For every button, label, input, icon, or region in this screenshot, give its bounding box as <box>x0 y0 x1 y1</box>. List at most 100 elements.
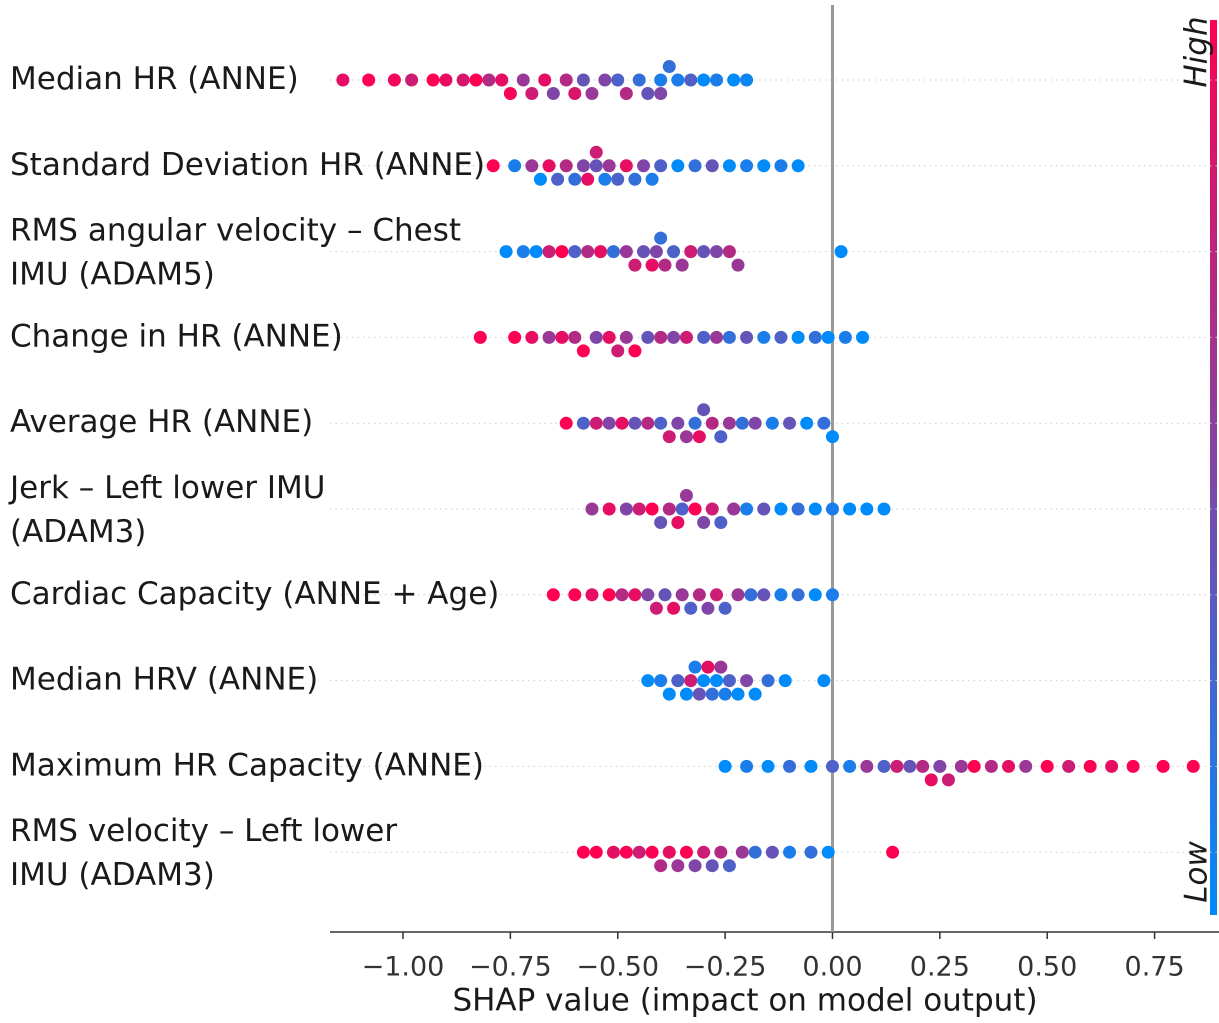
shap-point <box>602 588 616 602</box>
shap-point <box>559 159 573 173</box>
shap-point <box>641 588 655 602</box>
shap-point <box>555 245 569 259</box>
shap-point <box>619 330 633 344</box>
shap-point <box>551 172 565 186</box>
feature-label: RMS velocity – Left lower IMU (ADAM3) <box>10 813 397 893</box>
shap-point <box>658 258 672 272</box>
shap-point <box>542 245 556 259</box>
shap-point <box>843 759 857 773</box>
shap-point <box>697 73 711 87</box>
shap-point <box>748 845 762 859</box>
shap-point <box>860 759 874 773</box>
shap-point <box>731 258 745 272</box>
shap-point <box>821 845 835 859</box>
shap-point <box>619 87 633 100</box>
shap-point <box>722 330 736 344</box>
shap-point <box>684 245 698 259</box>
shap-point <box>727 502 741 516</box>
shap-point <box>941 773 955 787</box>
shap-point <box>825 588 839 602</box>
shap-point <box>774 330 788 344</box>
shap-point <box>503 87 517 100</box>
shap-point <box>602 502 616 516</box>
x-tick-label: −0.25 <box>684 952 767 983</box>
shap-point <box>615 588 629 602</box>
shap-point <box>628 258 642 272</box>
shap-point <box>671 859 685 873</box>
shap-point <box>692 430 706 444</box>
feature-label: Median HR (ANNE) <box>10 61 299 97</box>
shap-point <box>654 416 668 430</box>
shap-point <box>705 416 719 430</box>
feature-label: Average HR (ANNE) <box>10 404 313 440</box>
shap-point <box>619 159 633 173</box>
shap-point <box>336 73 350 87</box>
shap-point <box>559 73 573 87</box>
shap-point <box>697 403 711 417</box>
shap-point <box>362 73 376 87</box>
shap-point <box>714 516 728 529</box>
shap-point <box>748 687 762 701</box>
shap-point <box>697 845 711 859</box>
shap-point <box>791 159 805 173</box>
shap-point <box>886 845 900 859</box>
shap-point <box>1186 759 1200 773</box>
shap-point <box>684 601 698 615</box>
shap-point <box>697 516 711 529</box>
shap-point <box>426 73 440 87</box>
shap-point <box>525 87 539 100</box>
shap-point <box>654 859 668 873</box>
shap-point <box>611 73 625 87</box>
shap-point <box>804 845 818 859</box>
shap-point <box>838 330 852 344</box>
shap-point <box>516 245 530 259</box>
shap-point <box>508 330 522 344</box>
shap-point <box>916 759 930 773</box>
shap-point <box>649 601 663 615</box>
shap-point <box>662 687 676 701</box>
shap-point <box>654 516 668 529</box>
shap-point <box>740 674 754 688</box>
shap-point <box>757 588 771 602</box>
shap-point <box>740 159 754 173</box>
shap-point <box>1002 759 1016 773</box>
shap-point <box>710 330 724 344</box>
shap-point <box>731 687 745 701</box>
shap-point <box>576 416 590 430</box>
shap-point <box>576 73 590 87</box>
x-tick-label: −0.75 <box>469 952 552 983</box>
shap-point <box>667 245 681 259</box>
x-tick-label: −0.50 <box>576 952 659 983</box>
shap-point <box>697 674 711 688</box>
shap-point <box>714 660 728 674</box>
shap-point <box>469 73 483 87</box>
shap-point <box>628 344 642 358</box>
shap-point <box>654 674 668 688</box>
shap-point <box>602 416 616 430</box>
shap-point <box>679 330 693 344</box>
shap-point <box>486 159 500 173</box>
shap-point <box>791 330 805 344</box>
shap-point <box>628 416 642 430</box>
shap-point <box>658 588 672 602</box>
shap-point <box>722 159 736 173</box>
shap-point <box>516 73 530 87</box>
shap-point <box>1083 759 1097 773</box>
shap-point <box>740 502 754 516</box>
shap-point <box>933 759 947 773</box>
shap-point <box>705 502 719 516</box>
shap-point <box>568 330 582 344</box>
feature-label: Median HRV (ANNE) <box>10 661 318 697</box>
shap-point <box>774 159 788 173</box>
x-axis-label: SHAP value (impact on model output) <box>452 983 1037 1019</box>
shap-point <box>821 330 835 344</box>
shap-point <box>817 416 831 430</box>
shap-point <box>602 159 616 173</box>
shap-point <box>718 687 732 701</box>
shap-point <box>439 73 453 87</box>
shap-point <box>684 674 698 688</box>
shap-point <box>602 330 616 344</box>
shap-point <box>692 687 706 701</box>
shap-point <box>568 172 582 186</box>
shap-point <box>705 859 719 873</box>
